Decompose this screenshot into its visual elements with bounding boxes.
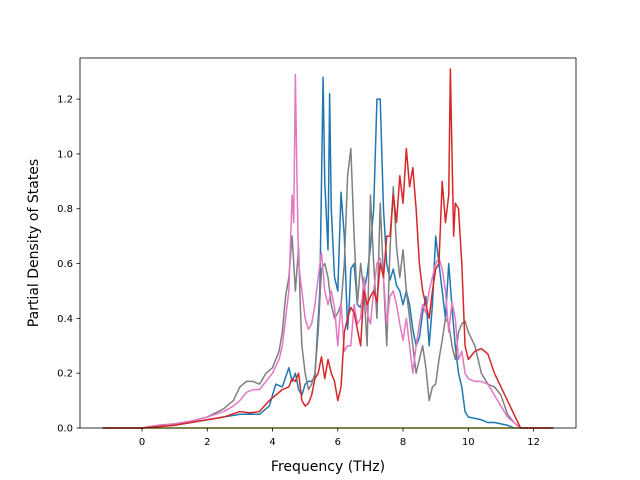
y-tick-label: 0.8 <box>57 204 73 215</box>
x-tick-label: 2 <box>204 437 210 448</box>
x-tick-label: 0 <box>139 437 145 448</box>
x-tick-label: 12 <box>527 437 540 448</box>
series-line-3 <box>102 68 554 429</box>
y-tick-label: 0.0 <box>57 424 73 435</box>
x-tick-label: 8 <box>400 437 406 448</box>
x-tick-label: 10 <box>462 437 475 448</box>
series-line-0 <box>102 76 554 429</box>
axes-frame <box>79 57 577 429</box>
series-layer <box>102 68 554 429</box>
series-line-2 <box>102 73 554 429</box>
y-tick-label: 1.2 <box>57 95 73 106</box>
x-axis-label: Frequency (THz) <box>271 459 385 475</box>
y-axis-label: Partial Density of States <box>26 159 42 327</box>
y-tick-label: 0.2 <box>57 369 73 380</box>
x-axis-ticks: 0 2 4 6 8 10 12 <box>139 428 540 448</box>
y-tick-label: 0.6 <box>57 259 73 270</box>
x-tick-label: 6 <box>335 437 341 448</box>
y-axis-ticks: 0.0 0.2 0.4 0.6 0.8 1.0 1.2 <box>57 95 80 435</box>
y-tick-label: 1.0 <box>57 149 73 160</box>
y-tick-label: 0.4 <box>57 314 73 325</box>
x-tick-label: 4 <box>269 437 275 448</box>
